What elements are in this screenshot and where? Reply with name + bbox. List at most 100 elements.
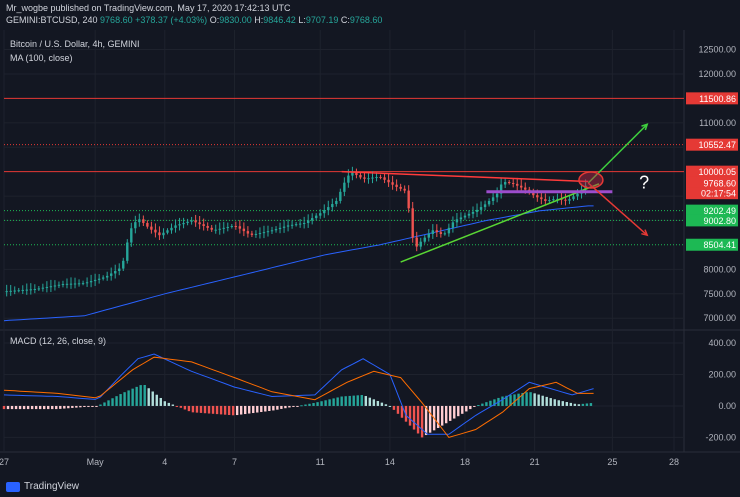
price-label-box [686, 204, 738, 217]
candle-body [495, 193, 499, 198]
candle-body [435, 230, 439, 233]
macd-histogram-bar [147, 388, 150, 406]
macd-histogram-bar [43, 405, 46, 410]
macd-histogram-bar [71, 405, 74, 408]
candle-body [25, 289, 28, 291]
y-tick-label: 7500.00 [703, 289, 736, 299]
candle-body [126, 242, 129, 261]
macd-histogram-bar [252, 405, 255, 414]
candle-body [552, 199, 555, 201]
candle-body [540, 197, 543, 200]
candle-body [319, 213, 322, 216]
macd-histogram-bar [131, 388, 134, 406]
candle-body [451, 222, 455, 228]
candle-body [302, 222, 306, 224]
macd-histogram-bar [412, 405, 416, 430]
candle-body [475, 209, 479, 212]
macd-histogram-bar [107, 400, 110, 406]
candle-body [315, 215, 318, 219]
macd-histogram-bar [332, 398, 335, 406]
macd-histogram-bar [151, 391, 154, 406]
y-tick-label: 7000.00 [703, 313, 736, 323]
candle-body [491, 197, 495, 201]
macd-histogram-bar [577, 404, 581, 406]
macd-histogram-bar [59, 405, 62, 409]
macd-histogram-bar [529, 392, 532, 406]
x-tick-label: 27 [0, 457, 9, 467]
candle-body [363, 177, 366, 179]
x-tick-label: 14 [385, 457, 395, 467]
macd-histogram-bar [211, 405, 215, 414]
candle-body [162, 232, 165, 236]
macd-histogram-bar [26, 405, 30, 410]
macd-histogram-bar [384, 404, 388, 406]
candle-body [105, 275, 109, 278]
candle-body [443, 233, 447, 235]
candle-body [459, 217, 463, 220]
macd-histogram-bar [549, 398, 552, 406]
chart-header: Mr_wogbe published on TradingView.com, M… [0, 0, 740, 30]
ma-indicator-label: MA (100, close) [10, 53, 73, 63]
macd-histogram-bar [248, 405, 251, 414]
price-label-text: 9202.49 [703, 206, 736, 216]
candle-body [423, 237, 426, 242]
macd-histogram-bar [272, 405, 275, 411]
price-label-box [686, 92, 738, 105]
candle-body [407, 190, 410, 209]
candle-body [411, 208, 414, 238]
macd-histogram-bar [489, 400, 492, 406]
macd-histogram-bar [127, 390, 130, 406]
open-label: O: [209, 15, 220, 25]
candle-body [206, 226, 209, 228]
candle-body [97, 278, 101, 280]
candle-body [198, 222, 201, 225]
x-tick-label: 4 [162, 457, 167, 467]
macd-histogram-bar [288, 405, 291, 408]
macd-histogram-bar [63, 405, 66, 409]
candle-body [89, 281, 93, 283]
candle-body [242, 228, 246, 232]
candle-body [218, 228, 221, 230]
macd-histogram-bar [416, 405, 420, 434]
macd-histogram-bar [38, 405, 42, 410]
macd-histogram-bar [175, 405, 179, 407]
macd-histogram-bar [87, 405, 90, 407]
macd-histogram-bar [256, 405, 259, 413]
macd-histogram-bar [440, 405, 444, 426]
candle-body [29, 289, 32, 291]
candle-body [138, 219, 141, 223]
candle-body [532, 192, 535, 196]
candle-body [463, 215, 467, 218]
candle-body [210, 227, 213, 230]
candle-body [262, 232, 266, 234]
macd-histogram-bar [227, 405, 231, 415]
price-label-text: 10000.05 [698, 167, 736, 177]
candle-body [134, 222, 137, 229]
macd-histogram-bar [34, 405, 38, 410]
candle-body [343, 182, 346, 192]
candle-body [53, 285, 57, 287]
candle-body [278, 227, 282, 230]
macd-histogram-bar [537, 394, 540, 406]
macd-histogram-bar [6, 405, 10, 410]
macd-histogram-bar [541, 395, 544, 406]
macd-histogram-bar [30, 405, 34, 410]
candle-body [158, 232, 161, 236]
candle-body [118, 268, 121, 272]
macd-histogram-bar [103, 402, 106, 406]
candle-body [375, 176, 378, 178]
candle-body [548, 200, 551, 202]
ma-line [3, 205, 594, 322]
candle-body [347, 175, 350, 183]
candle-body [190, 220, 193, 222]
x-tick-label: May [87, 457, 105, 467]
price-label-box [686, 238, 738, 251]
macd-histogram-bar [473, 405, 476, 407]
price-label-box [686, 176, 738, 189]
tradingview-logo[interactable]: TradingView [6, 481, 79, 492]
main-chart-title: Bitcoin / U.S. Dollar, 4h, GEMINI [10, 39, 140, 49]
macd-histogram-bar [187, 405, 191, 412]
candle-body [254, 233, 258, 235]
macd-histogram-bar [264, 405, 267, 412]
